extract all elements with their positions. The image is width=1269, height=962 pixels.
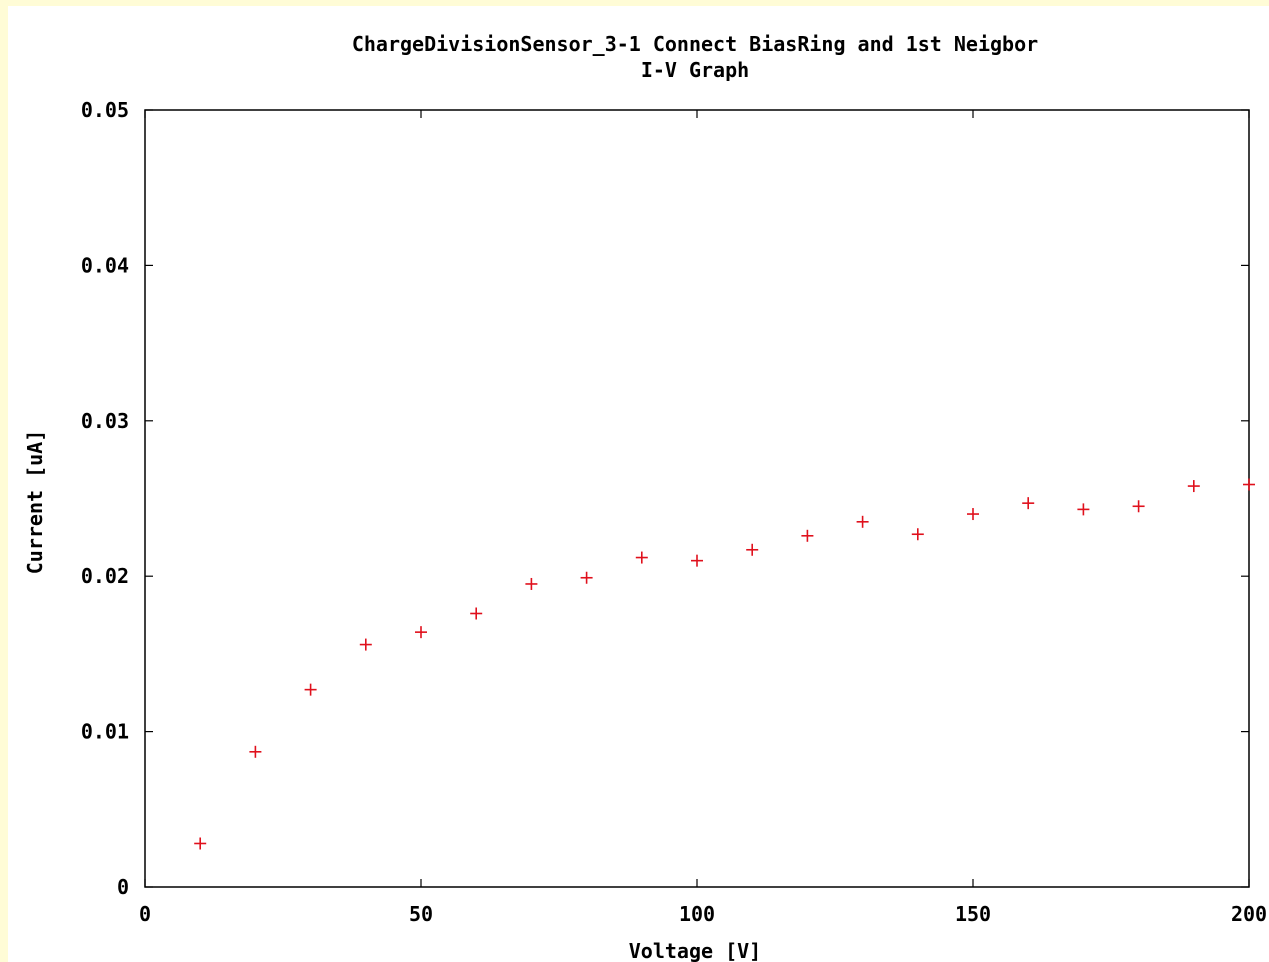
data-point [1022,497,1035,510]
y-tick-label: 0.03 [81,409,129,433]
y-tick-label: 0.01 [81,720,129,744]
data-point [1132,500,1145,513]
data-point [525,577,538,590]
data-point [470,607,483,620]
data-point [1187,480,1200,493]
data-point [691,554,703,567]
y-tick-label: 0.02 [81,564,129,588]
x-tick-label: 50 [409,902,433,926]
chart-subtitle: I-V Graph [641,58,749,82]
plot-border [144,109,1250,888]
plot-axes [144,109,1250,888]
x-tick-label: 150 [955,902,991,926]
data-point [967,508,979,521]
y-tick-label: 0 [117,875,129,899]
x-tick-label: 0 [139,902,151,926]
data-point [635,551,648,564]
data-point [1243,478,1255,491]
x-tick-label: 200 [1231,902,1267,926]
x-tick-label: 100 [679,902,715,926]
data-points [194,478,1255,850]
data-point [359,638,372,651]
chart-title: ChargeDivisionSensor_3-1 Connect BiasRin… [352,32,1038,56]
y-tick-label: 0.04 [81,253,129,277]
data-point [856,515,869,528]
data-point [194,837,207,850]
data-point [580,571,593,584]
data-point [249,745,262,758]
x-axis-label: Voltage [V] [629,939,761,962]
data-point [1077,503,1090,516]
data-point [801,529,814,542]
y-tick-label: 0.05 [81,98,129,122]
data-point [415,626,427,639]
chart-background [8,6,1269,962]
data-point [746,543,759,556]
y-axis-label: Current [uA] [23,430,47,575]
axis-ticks: 0 50 100 150 200 0 0.01 0.02 0.03 0.04 0.05 [81,98,1267,926]
data-point [304,683,317,696]
data-point [911,528,924,541]
